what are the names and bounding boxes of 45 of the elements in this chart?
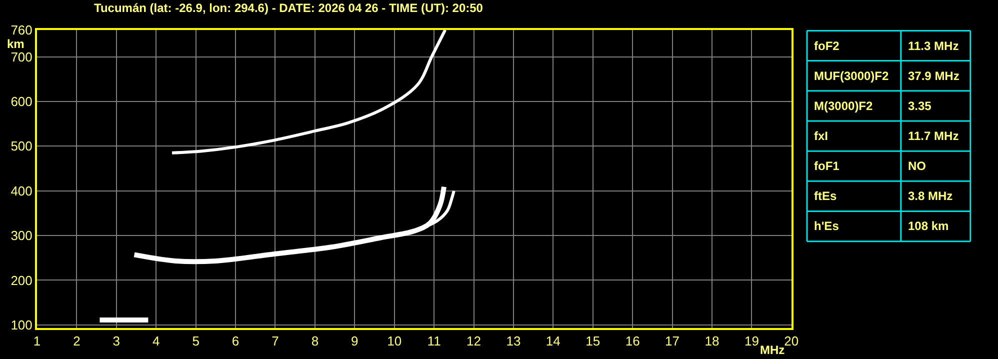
category-label: foF2 xyxy=(814,39,840,53)
y-tick-label: 200 xyxy=(10,272,32,288)
x-tick-label: 7 xyxy=(272,334,279,349)
category-label: ftEs xyxy=(814,189,837,203)
x-tick-label: 6 xyxy=(232,334,240,349)
x-tick-label: 15 xyxy=(586,334,600,349)
x-tick-label: 9 xyxy=(351,334,358,349)
text: 11.7 MHz xyxy=(908,129,959,143)
text: 11.3 MHz xyxy=(908,39,959,53)
x-tick-label: 1 xyxy=(33,334,41,349)
category-label: fxI xyxy=(814,129,828,143)
y-axis-title: km xyxy=(7,37,24,51)
x-tick-label: 4 xyxy=(152,334,160,349)
x-tick-label: 12 xyxy=(466,334,481,349)
y-tick-label: 300 xyxy=(10,228,32,244)
x-tick-label: 13 xyxy=(506,334,521,349)
x-tick-label: 3 xyxy=(112,334,120,349)
x-tick-label: 5 xyxy=(192,334,200,349)
category-label: h'Es xyxy=(814,219,840,233)
x-tick-label: 19 xyxy=(744,334,759,349)
text: 3.35 xyxy=(908,99,932,113)
chart-title: Tucumán (lat: -26.9, lon: 294.6) - DATE: 2026 04 26 - TIME (UT): 20:50 xyxy=(94,1,484,15)
text: 37.9 MHz xyxy=(908,69,960,83)
x-axis-title: MHz xyxy=(760,343,785,357)
category-label: foF1 xyxy=(814,159,840,173)
text: NO xyxy=(908,159,926,173)
y-tick-label: 700 xyxy=(10,49,32,64)
y-tick-label: 600 xyxy=(10,94,32,110)
text: 108 km xyxy=(908,219,949,233)
x-tick-label: 14 xyxy=(546,334,560,349)
x-tick-label: 16 xyxy=(625,334,640,349)
y-tick-label: 100 xyxy=(10,317,32,332)
x-tick-label: 18 xyxy=(704,334,720,349)
text: 3.8 MHz xyxy=(908,189,953,203)
category-label: MUF(3000)F2 xyxy=(814,69,890,83)
y-tick-label: 500 xyxy=(10,138,32,154)
category-label: M(3000)F2 xyxy=(814,99,874,113)
x-tick-label: 17 xyxy=(665,334,680,349)
x-tick-label: 11 xyxy=(427,334,441,349)
y-tick-label: 400 xyxy=(10,183,32,198)
y-tick-label: 760 xyxy=(10,22,32,38)
x-tick-label: 10 xyxy=(387,334,402,349)
x-tick-label: 8 xyxy=(311,334,319,349)
x-tick-label: 20 xyxy=(784,334,799,349)
x-tick-label: 2 xyxy=(73,334,80,349)
